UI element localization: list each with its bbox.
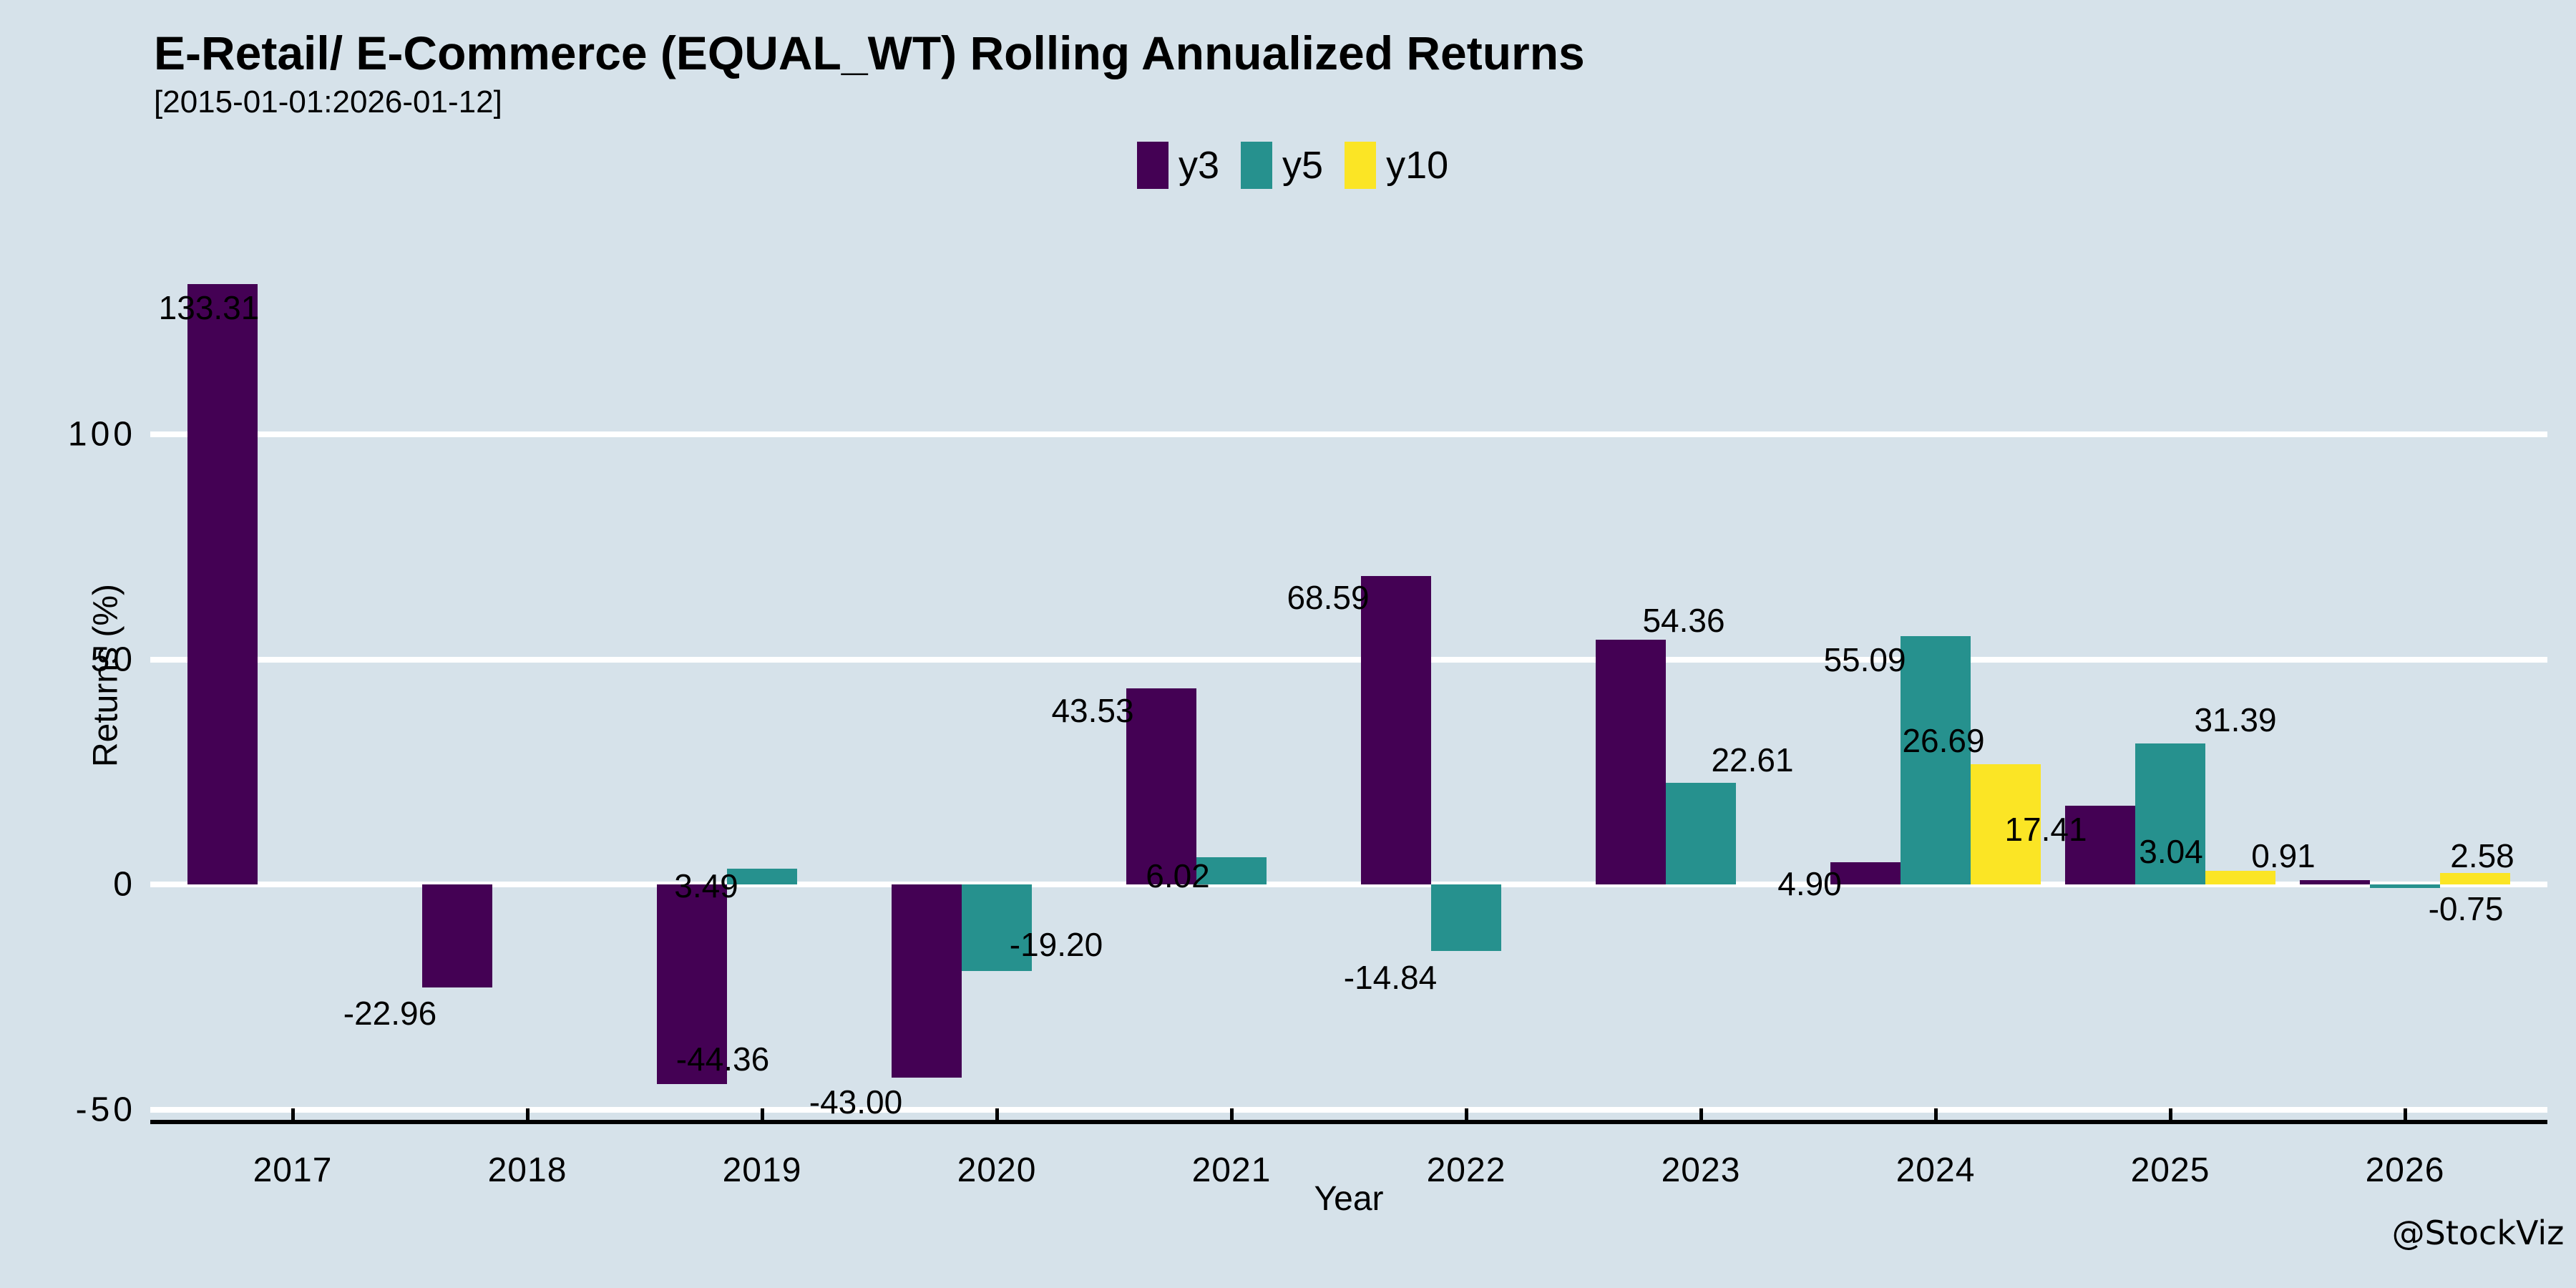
- x-axis-tick: [291, 1108, 295, 1120]
- value-label-y10-2025: 3.04: [2139, 833, 2203, 870]
- legend-swatch-y3: [1137, 142, 1169, 189]
- watermark-stockviz: @StockViz: [2391, 1214, 2565, 1252]
- legend-item-y3: y3: [1137, 142, 1219, 189]
- bar-y3-2018: [422, 884, 492, 988]
- value-label-y3-2023: 54.36: [1642, 602, 1725, 639]
- value-label-y10-2024: 26.69: [1902, 722, 1985, 759]
- bar-y5-2025: [2135, 743, 2205, 884]
- value-label-y3-2020: -43.00: [809, 1083, 903, 1121]
- value-label-y3-2024: 4.90: [1777, 865, 1842, 902]
- bar-y10-2026: [2440, 872, 2510, 884]
- bar-y3-2025: [2065, 806, 2135, 884]
- bar-y5-2024: [1901, 636, 1971, 884]
- x-axis-tick-label-2022: 2022: [1426, 1151, 1506, 1189]
- legend-swatch-y10: [1345, 142, 1377, 189]
- gridline-y100: [150, 431, 2547, 437]
- value-label-y5-2021: 6.02: [1146, 857, 1210, 894]
- x-axis-tick-label-2026: 2026: [2365, 1151, 2445, 1189]
- bar-y3-2021: [1126, 688, 1196, 884]
- bar-y3-2026: [2300, 880, 2370, 884]
- y-axis-tick-label: -50: [75, 1091, 136, 1128]
- y-axis-tick-label: 100: [67, 415, 136, 454]
- bar-y5-2020: [962, 884, 1032, 971]
- value-label-y5-2019: 3.49: [674, 867, 738, 904]
- bar-y3-2019: [657, 884, 727, 1085]
- x-axis-tick: [2404, 1108, 2407, 1120]
- legend-label-y5: y5: [1282, 144, 1324, 187]
- x-axis-tick-label-2017: 2017: [253, 1151, 333, 1189]
- value-label-y10-2026: 2.58: [2450, 837, 2514, 874]
- y-axis-tick-label: 50: [90, 640, 136, 678]
- x-axis-tick-label-2024: 2024: [1896, 1151, 1976, 1189]
- value-label-y3-2026: 0.91: [2251, 837, 2316, 874]
- x-axis-tick-label-2021: 2021: [1191, 1151, 1272, 1189]
- x-axis-tick: [761, 1108, 764, 1120]
- legend: y3 y5 y10: [1137, 142, 1448, 189]
- bar-y3-2022: [1361, 575, 1431, 884]
- chart-subtitle: [2015-01-01:2026-01-12]: [154, 84, 502, 119]
- bar-y3-2017: [187, 284, 258, 884]
- value-label-y3-2025: 17.41: [2004, 811, 2087, 848]
- bar-y5-2023: [1666, 782, 1736, 884]
- value-label-y5-2022: -14.84: [1343, 959, 1438, 996]
- bar-y3-2024: [1830, 862, 1901, 884]
- x-axis-tick-label-2018: 2018: [487, 1151, 567, 1189]
- x-axis-tick: [526, 1108, 530, 1120]
- value-label-y5-2024: 55.09: [1823, 641, 1906, 678]
- x-axis-tick-label-2023: 2023: [1661, 1151, 1741, 1189]
- x-axis-tick: [1699, 1108, 1703, 1120]
- gridline-y-50: [150, 1106, 2547, 1113]
- x-axis-tick: [1230, 1108, 1234, 1120]
- x-axis-tick-label-2019: 2019: [722, 1151, 802, 1189]
- legend-swatch-y5: [1241, 142, 1273, 189]
- y-axis-tick-label: 0: [113, 865, 136, 904]
- value-label-y3-2021: 43.53: [1051, 692, 1134, 729]
- value-label-y5-2025: 31.39: [2194, 701, 2277, 738]
- x-axis-line: [150, 1120, 2547, 1124]
- legend-label-y3: y3: [1179, 144, 1220, 187]
- bar-y5-2022: [1431, 884, 1501, 952]
- x-axis-tick: [1465, 1108, 1468, 1120]
- bar-y10-2025: [2205, 870, 2275, 884]
- legend-item-y5: y5: [1241, 142, 1323, 189]
- x-axis-tick: [995, 1108, 999, 1120]
- value-label-y5-2026: -0.75: [2428, 890, 2504, 927]
- x-axis-tick: [1934, 1108, 1938, 1120]
- bar-y3-2020: [892, 884, 962, 1078]
- chart-title: E-Retail/ E-Commerce (EQUAL_WT) Rolling …: [154, 26, 1585, 79]
- value-label-y3-2022: 68.59: [1287, 579, 1370, 616]
- legend-item-y10: y10: [1345, 142, 1448, 189]
- legend-label-y10: y10: [1386, 144, 1449, 187]
- bar-y3-2023: [1596, 640, 1666, 884]
- bar-y5-2019: [727, 869, 797, 884]
- value-label-y3-2019: -44.36: [675, 1040, 770, 1078]
- bar-y5-2021: [1196, 857, 1267, 884]
- value-label-y3-2017: 133.31: [158, 289, 260, 326]
- value-label-y5-2020: -19.20: [1009, 926, 1103, 963]
- gridline-y50: [150, 656, 2547, 663]
- bar-y5-2026: [2370, 884, 2440, 888]
- value-label-y3-2018: -22.96: [343, 995, 437, 1032]
- bar-y10-2024: [1971, 764, 2041, 884]
- x-axis-tick-label-2025: 2025: [2130, 1151, 2210, 1189]
- gridline-y0: [150, 882, 2547, 887]
- x-axis-tick-label-2020: 2020: [957, 1151, 1037, 1189]
- x-axis-title: Year: [1314, 1180, 1384, 1218]
- value-label-y5-2023: 22.61: [1711, 741, 1794, 779]
- x-axis-tick: [2169, 1108, 2172, 1120]
